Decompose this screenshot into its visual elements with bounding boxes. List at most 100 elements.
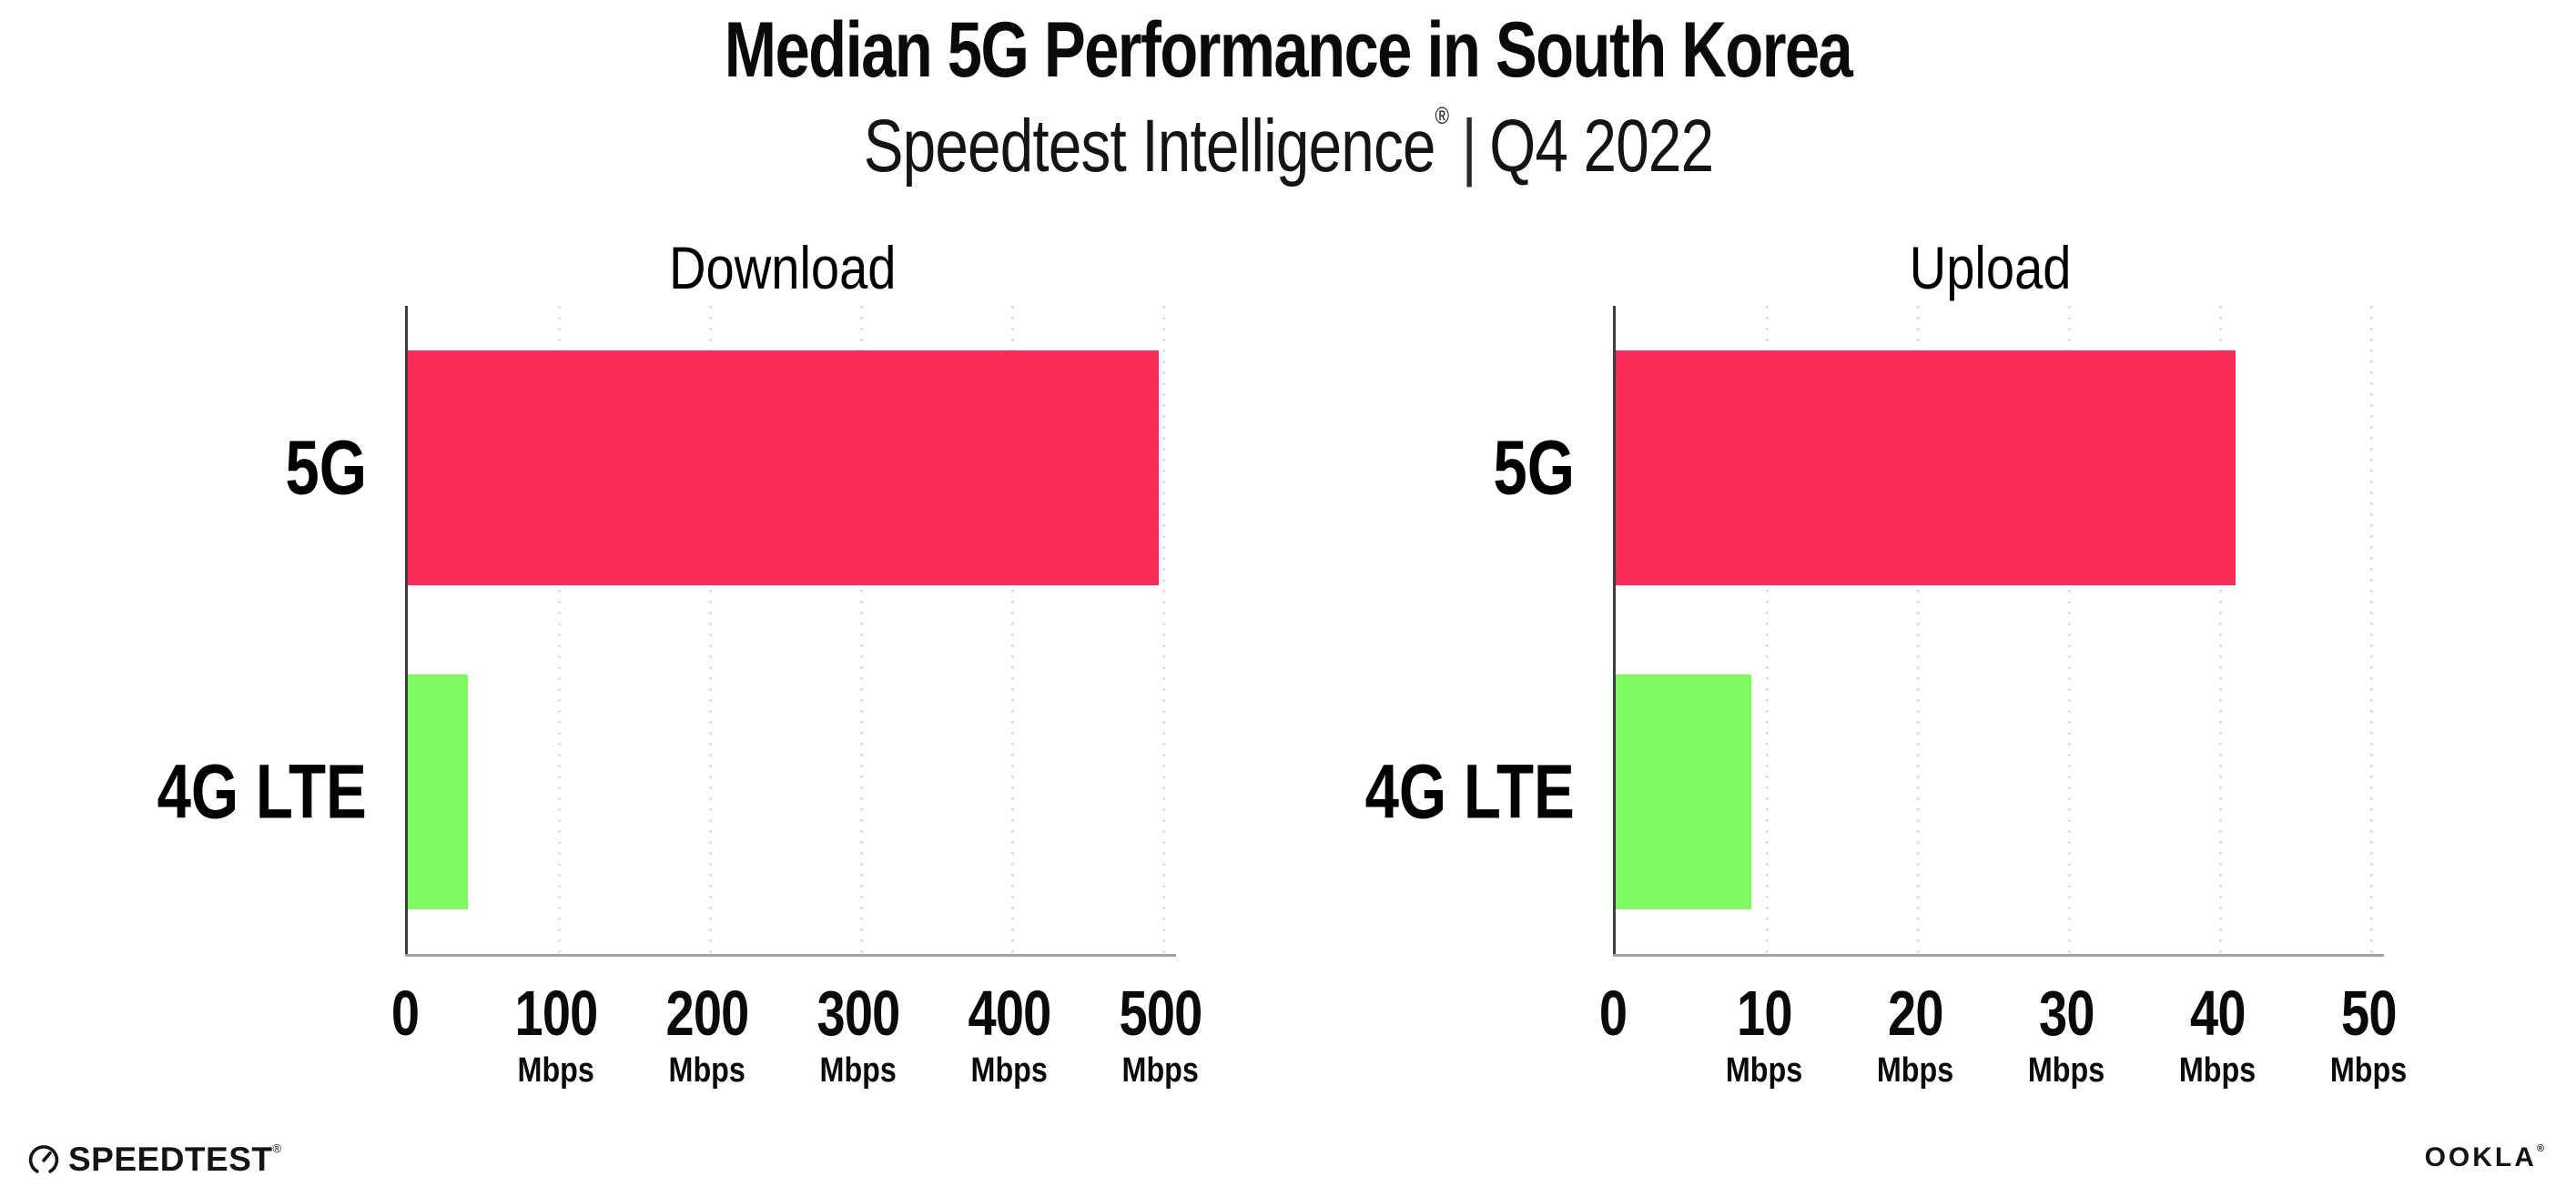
x-axis-ticks: 0 10 Mbps 20 Mbps 30 Mbps 40 Mbps 50 Mbps: [1599, 981, 2407, 1127]
x-tick-value: 100: [504, 981, 608, 1045]
x-tick-unit: Mbps: [504, 1053, 608, 1088]
download-chart: Download 5G 4G LTE 0 100 Mbps 200 Mbps 300 Mbps…: [155, 230, 1203, 1127]
x-tick-value-text: 300: [816, 978, 900, 1049]
speedtest-logo: SPEEDTEST®: [27, 1141, 282, 1179]
gridline: [2370, 306, 2373, 954]
ookla-registered-mark: ®: [2536, 1143, 2547, 1154]
bar-row: 5G: [1493, 306, 2371, 630]
header: Median 5G Performance in South Korea Spe…: [0, 11, 2576, 184]
x-axis-line: [1613, 954, 2384, 957]
x-tick-unit: Mbps: [1109, 1053, 1212, 1088]
x-tick-unit: Mbps: [2021, 1053, 2111, 1088]
plot-area: 5G 4G LTE: [1365, 306, 2384, 957]
x-tick-value-text: 30: [2038, 978, 2094, 1049]
x-tick-unit-text: Mbps: [517, 1051, 595, 1090]
subtitle-period: Q4 2022: [1488, 105, 1714, 188]
bar-row: 4G LTE: [1365, 630, 2371, 954]
x-tick-unit: Mbps: [806, 1053, 910, 1088]
x-tick: 10 Mbps: [1719, 981, 1809, 1088]
x-tick-value-text: 0: [390, 978, 420, 1049]
x-tick-unit: Mbps: [1870, 1053, 1960, 1088]
x-tick-value-text: 20: [1887, 978, 1943, 1049]
speedtest-wordmark: SPEEDTEST®: [68, 1141, 282, 1179]
x-tick-value-text: 500: [1119, 978, 1202, 1049]
x-tick-value-text: 40: [2189, 978, 2246, 1049]
x-tick-unit-text: Mbps: [2178, 1051, 2257, 1090]
gridline: [2219, 306, 2222, 954]
chart-title-wrap: Upload: [1613, 230, 2368, 306]
x-tick-unit-text: Mbps: [668, 1051, 746, 1090]
x-tick-unit: Mbps: [2172, 1053, 2262, 1088]
x-tick-value: 300: [806, 981, 910, 1045]
speedtest-registered-mark: ®: [272, 1141, 282, 1155]
page-subtitle-text: Speedtest Intelligence® | Q4 2022: [863, 104, 1713, 184]
x-tick-unit-text: Mbps: [2027, 1051, 2105, 1090]
x-tick-unit-text: Mbps: [1121, 1051, 1200, 1090]
gridline: [1162, 306, 1165, 954]
x-tick: 0: [1596, 981, 1630, 1045]
gridline: [860, 306, 863, 954]
bar-5g: [408, 350, 1160, 585]
x-tick-unit-text: Mbps: [819, 1051, 898, 1090]
chart-title-wrap: Download: [405, 230, 1161, 306]
plot-area: 5G 4G LTE: [157, 306, 1176, 957]
gridline: [558, 306, 561, 954]
bar-4g-lte: [1616, 675, 1752, 909]
chart-title: Upload: [1910, 234, 2072, 301]
x-tick-value: 200: [655, 981, 759, 1045]
x-tick-value-text: 400: [968, 978, 1051, 1049]
x-tick: 40 Mbps: [2172, 981, 2262, 1088]
x-tick-value: 10: [1719, 981, 1809, 1045]
bar-row: 5G: [285, 306, 1163, 630]
x-axis-line: [405, 954, 1176, 957]
x-tick-unit-text: Mbps: [1725, 1051, 1803, 1090]
x-tick-unit: Mbps: [655, 1053, 759, 1088]
subtitle-brand: Speedtest Intelligence: [863, 105, 1435, 188]
bar-5g: [1616, 350, 2236, 585]
x-tick-value-text: 10: [1736, 978, 1792, 1049]
gridline: [2068, 306, 2071, 954]
x-tick: 0: [388, 981, 422, 1045]
page-title: Median 5G Performance in South Korea: [0, 11, 2576, 89]
bar-4g-lte: [408, 675, 469, 909]
x-tick: 50 Mbps: [2323, 981, 2413, 1088]
ookla-wordmark: OOKLA®: [2425, 1142, 2547, 1172]
x-tick-value: 500: [1109, 981, 1212, 1045]
x-tick-value: 30: [2021, 981, 2111, 1045]
gridline: [709, 306, 712, 954]
x-tick: 200 Mbps: [655, 981, 759, 1088]
x-tick-unit-text: Mbps: [1876, 1051, 1954, 1090]
x-tick: 20 Mbps: [1870, 981, 1960, 1088]
subtitle-separator: |: [1461, 105, 1476, 188]
registered-mark: ®: [1435, 102, 1448, 129]
x-tick: 300 Mbps: [806, 981, 910, 1088]
x-tick: 400 Mbps: [958, 981, 1061, 1088]
page-subtitle: Speedtest Intelligence® | Q4 2022: [0, 104, 2576, 184]
x-tick-value: 400: [958, 981, 1061, 1045]
x-axis-ticks: 0 100 Mbps 200 Mbps 300 Mbps 400 Mbps 500 Mbps: [391, 981, 1202, 1127]
x-tick-value: 0: [388, 981, 422, 1045]
x-tick-value-text: 50: [2340, 978, 2397, 1049]
ookla-logo: OOKLA®: [2425, 1142, 2547, 1173]
gridline: [1766, 306, 1769, 954]
gridline: [1011, 306, 1014, 954]
ookla-wordmark-text: OOKLA: [2424, 1142, 2537, 1172]
x-tick: 500 Mbps: [1109, 981, 1212, 1088]
x-tick-unit: Mbps: [1719, 1053, 1809, 1088]
x-tick-value-text: 100: [514, 978, 598, 1049]
bar-row: 4G LTE: [157, 630, 1163, 954]
x-tick-unit-text: Mbps: [970, 1051, 1049, 1090]
x-tick-value: 50: [2323, 981, 2413, 1045]
x-tick-value: 20: [1870, 981, 1960, 1045]
category-label-4g-lte: 4G LTE: [157, 748, 367, 835]
gridline: [1917, 306, 1920, 954]
upload-chart: Upload 5G 4G LTE 0 10 Mbps 20 Mbps 30 Mbps 40 Mbp…: [1363, 230, 2407, 1127]
x-tick: 30 Mbps: [2021, 981, 2111, 1088]
gauge-icon: [28, 1145, 59, 1173]
x-tick-unit: Mbps: [2323, 1053, 2413, 1088]
x-tick-unit: Mbps: [958, 1053, 1061, 1088]
speedtest-wordmark-text: SPEEDTEST: [68, 1141, 273, 1178]
x-tick-value: 0: [1596, 981, 1630, 1045]
x-tick-value: 40: [2172, 981, 2262, 1045]
